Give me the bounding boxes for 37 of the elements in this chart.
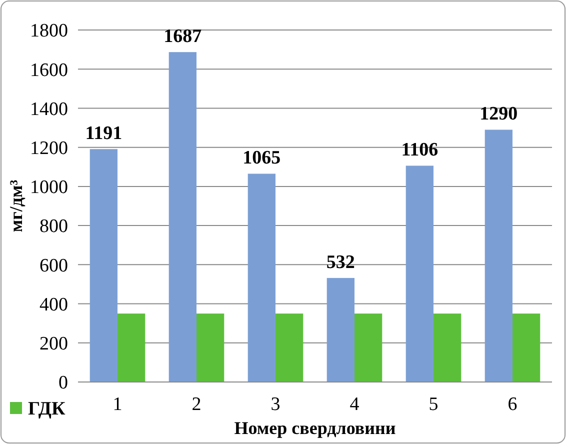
data-label: 1191	[85, 123, 122, 144]
y-axis-title: мг/дм³	[6, 179, 26, 232]
x-axis-title: Номер свердловини	[234, 418, 396, 438]
x-tick-label: 4	[350, 394, 360, 415]
bar	[326, 278, 354, 382]
x-tick-label: 5	[428, 394, 438, 415]
legend-label: ГДК	[28, 398, 66, 420]
y-tick-label: 400	[40, 294, 68, 316]
bar	[168, 52, 196, 382]
y-tick-label: 1200	[30, 138, 68, 159]
bar	[354, 314, 382, 382]
x-tick-label: 1	[112, 394, 122, 415]
data-label: 1687	[164, 26, 202, 48]
x-tick-label: 2	[192, 394, 202, 415]
x-tick-label: 6	[508, 394, 518, 415]
y-tick-label: 0	[58, 372, 68, 394]
bar	[512, 314, 540, 382]
data-label: 532	[326, 252, 355, 273]
data-label: 1106	[401, 140, 438, 161]
y-tick-label: 200	[40, 334, 68, 355]
bar	[118, 314, 146, 382]
bar	[276, 314, 304, 382]
data-label: 1290	[480, 104, 518, 125]
bar	[434, 314, 462, 382]
y-tick-label: 1800	[30, 20, 68, 42]
y-tick-label: 1000	[30, 177, 68, 198]
y-tick-label: 1400	[30, 98, 68, 120]
x-tick-label: 3	[270, 394, 280, 415]
y-tick-label: 800	[40, 216, 68, 238]
bar	[196, 314, 224, 382]
data-label: 1065	[242, 148, 281, 169]
bar	[406, 166, 434, 382]
bar	[484, 130, 512, 382]
y-tick-label: 1600	[30, 60, 68, 81]
bar	[90, 149, 118, 382]
y-tick-label: 600	[40, 255, 68, 276]
bar	[248, 174, 276, 382]
